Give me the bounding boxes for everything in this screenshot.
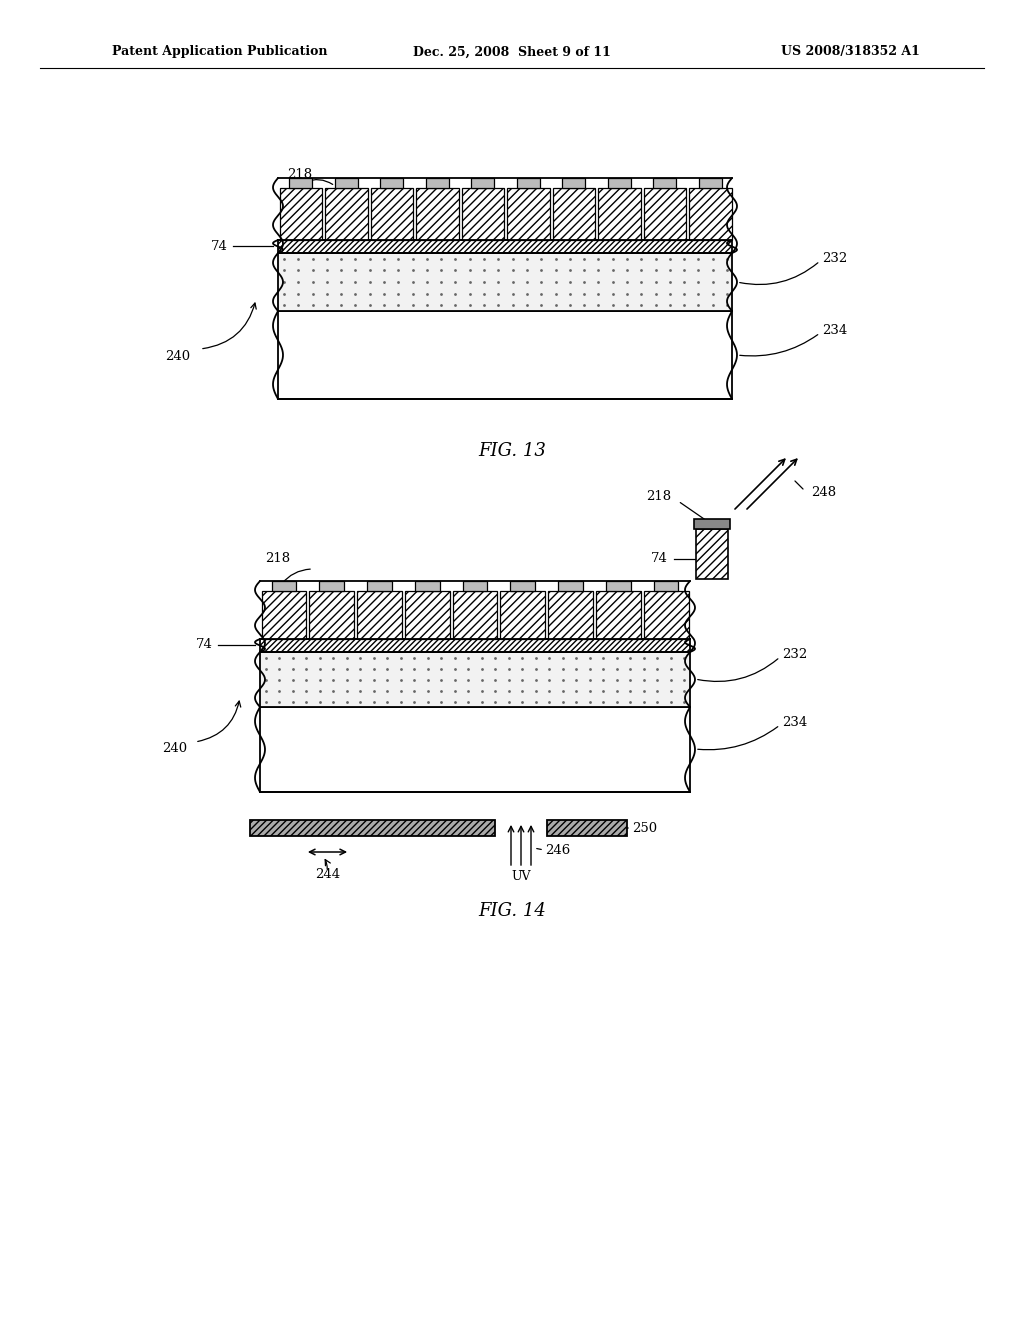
Polygon shape	[309, 591, 354, 639]
Polygon shape	[558, 581, 583, 591]
Polygon shape	[653, 581, 679, 591]
Text: 232: 232	[782, 648, 807, 660]
Polygon shape	[694, 519, 730, 529]
Polygon shape	[426, 178, 449, 187]
Polygon shape	[689, 187, 731, 240]
Polygon shape	[606, 581, 631, 591]
Polygon shape	[507, 187, 550, 240]
Polygon shape	[553, 187, 595, 240]
Polygon shape	[357, 591, 401, 639]
Polygon shape	[598, 187, 640, 240]
Polygon shape	[696, 529, 728, 579]
Text: 74: 74	[651, 553, 668, 565]
Text: 248: 248	[811, 487, 837, 499]
Polygon shape	[453, 591, 498, 639]
Polygon shape	[404, 591, 450, 639]
Polygon shape	[260, 639, 690, 652]
Polygon shape	[278, 312, 732, 399]
Text: UV: UV	[511, 870, 530, 883]
Polygon shape	[289, 178, 312, 187]
Text: 74: 74	[197, 639, 213, 652]
Text: 250: 250	[632, 821, 657, 834]
Polygon shape	[278, 240, 732, 253]
Text: 234: 234	[782, 715, 807, 729]
Polygon shape	[501, 591, 545, 639]
Text: 218: 218	[287, 169, 312, 181]
Text: 232: 232	[822, 252, 847, 264]
Polygon shape	[644, 591, 688, 639]
Polygon shape	[325, 187, 368, 240]
Polygon shape	[261, 591, 306, 639]
Polygon shape	[368, 581, 392, 591]
Text: 218: 218	[265, 553, 290, 565]
Polygon shape	[463, 581, 487, 591]
Polygon shape	[596, 591, 641, 639]
Polygon shape	[250, 820, 495, 836]
Polygon shape	[371, 187, 413, 240]
Polygon shape	[698, 178, 722, 187]
Text: Patent Application Publication: Patent Application Publication	[112, 45, 328, 58]
Polygon shape	[462, 187, 504, 240]
Polygon shape	[562, 178, 586, 187]
Polygon shape	[260, 652, 690, 708]
Text: 240: 240	[162, 742, 187, 755]
Polygon shape	[516, 178, 540, 187]
Polygon shape	[380, 178, 403, 187]
Text: FIG. 14: FIG. 14	[478, 902, 546, 920]
Polygon shape	[547, 820, 627, 836]
Text: 234: 234	[822, 323, 847, 337]
Polygon shape	[260, 708, 690, 792]
Polygon shape	[548, 591, 593, 639]
Polygon shape	[271, 581, 296, 591]
Text: 244: 244	[315, 867, 340, 880]
Text: 218: 218	[646, 491, 671, 503]
Polygon shape	[416, 187, 459, 240]
Polygon shape	[643, 187, 686, 240]
Polygon shape	[471, 178, 495, 187]
Text: US 2008/318352 A1: US 2008/318352 A1	[781, 45, 920, 58]
Text: 246: 246	[545, 843, 570, 857]
Polygon shape	[280, 187, 322, 240]
Text: FIG. 13: FIG. 13	[478, 442, 546, 459]
Polygon shape	[653, 178, 677, 187]
Text: Dec. 25, 2008  Sheet 9 of 11: Dec. 25, 2008 Sheet 9 of 11	[413, 45, 611, 58]
Text: 74: 74	[211, 239, 228, 252]
Text: 240: 240	[165, 350, 190, 363]
Polygon shape	[335, 178, 358, 187]
Polygon shape	[510, 581, 536, 591]
Polygon shape	[319, 581, 344, 591]
Polygon shape	[415, 581, 439, 591]
Polygon shape	[278, 253, 732, 312]
Polygon shape	[607, 178, 631, 187]
